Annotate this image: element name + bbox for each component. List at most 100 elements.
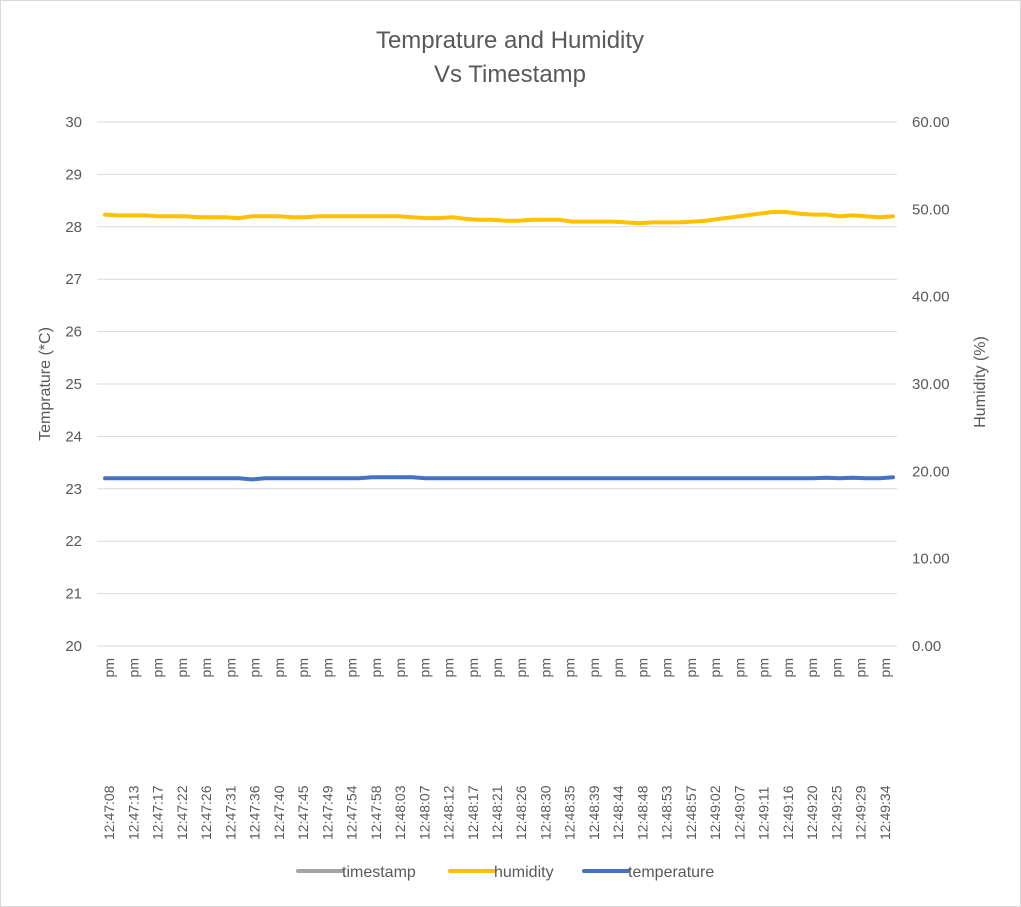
x-tick-label: 12:49:34 [877, 785, 893, 840]
x-tick-label: pm [804, 658, 820, 677]
right-tick-label: 40.00 [912, 289, 950, 306]
x-tick-label: pm [877, 658, 893, 677]
x-tick-label: 12:49:20 [804, 785, 820, 840]
x-tick-label: 12:47:58 [368, 785, 384, 840]
x-tick-label: 12:47:40 [271, 785, 287, 840]
x-tick-label: pm [731, 658, 747, 677]
x-tick-label: 12:48:12 [441, 785, 457, 840]
x-tick-label: pm [659, 658, 675, 677]
series-lines [103, 210, 895, 482]
x-tick-label: pm [441, 658, 457, 677]
x-tick-label: 12:49:29 [853, 785, 869, 840]
x-tick-label: pm [101, 658, 117, 677]
x-tick-label: pm [756, 658, 772, 677]
legend-label-temperature: temperature [628, 864, 714, 881]
x-tick-label: pm [368, 658, 384, 677]
x-tick-label: 12:48:39 [586, 785, 602, 840]
x-tick-label: 12:49:02 [707, 785, 723, 840]
x-tick-label: pm [489, 658, 505, 677]
x-tick-label: pm [295, 658, 311, 677]
left-tick-label: 27 [65, 271, 82, 288]
x-tick-label: pm [465, 658, 481, 677]
right-tick-label: 60.00 [912, 114, 950, 131]
left-axis-title: Temprature (*C) [37, 327, 54, 441]
left-tick-label: 28 [65, 219, 82, 236]
x-tick-label: 12:48:35 [562, 785, 578, 840]
x-tick-label: 12:48:57 [683, 785, 699, 840]
legend-label-humidity: humidity [494, 864, 554, 881]
x-tick-label: 12:49:25 [828, 785, 844, 840]
x-tick-label: 12:47:49 [319, 785, 335, 840]
chart-title-line2: Vs Timestamp [434, 61, 586, 88]
x-tick-label: pm [198, 658, 214, 677]
x-tick-label: 12:47:08 [101, 785, 117, 840]
x-tick-label: pm [634, 658, 650, 677]
x-tick-label: 12:47:26 [198, 785, 214, 840]
right-tick-label: 50.00 [912, 201, 950, 218]
left-tick-label: 22 [65, 533, 82, 550]
temperature-line [103, 475, 895, 482]
x-tick-label: 12:49:11 [756, 786, 772, 840]
x-tick-label: pm [828, 658, 844, 677]
x-tick-label: pm [586, 658, 602, 677]
x-tick-label: 12:48:48 [634, 785, 650, 840]
right-axis-ticks: 0.00 10.00 20.00 30.00 40.00 50.00 60.00 [912, 114, 950, 655]
left-tick-label: 29 [65, 166, 82, 183]
x-tick-label: 12:48:17 [465, 785, 481, 840]
x-tick-label: pm [125, 658, 141, 677]
left-tick-label: 20 [65, 638, 82, 655]
left-axis-ticks: 20 21 22 23 24 25 26 27 28 29 30 [65, 114, 82, 655]
x-tick-label: 12:48:21 [489, 785, 505, 840]
x-tick-label: pm [537, 658, 553, 677]
x-tick-label: 12:48:30 [537, 785, 553, 840]
right-tick-label: 10.00 [912, 551, 950, 568]
right-tick-label: 30.00 [912, 376, 950, 393]
x-tick-label: 12:48:44 [610, 785, 626, 840]
left-tick-label: 23 [65, 481, 82, 498]
x-tick-label: 12:47:17 [150, 785, 166, 840]
x-tick-label: pm [562, 658, 578, 677]
legend: timestamp humidity temperature [296, 864, 714, 881]
x-tick-label: pm [344, 658, 360, 677]
x-axis-ticks: pm 12:47:08 pm 12:47:13 pm 12:47:17 pm 12:47:22… [101, 658, 893, 840]
x-tick-label: 12:47:36 [247, 785, 263, 840]
left-tick-label: 30 [65, 114, 82, 131]
x-tick-label: pm [780, 658, 796, 677]
left-tick-label: 26 [65, 324, 82, 341]
chart-title-line1: Temprature and Humidity [376, 27, 644, 54]
x-tick-label: pm [319, 658, 335, 677]
x-tick-label: 12:48:53 [659, 785, 675, 840]
x-tick-label: pm [222, 658, 238, 677]
x-tick-label: pm [707, 658, 723, 677]
x-tick-label: pm [416, 658, 432, 677]
x-tick-label: 12:47:45 [295, 785, 311, 840]
x-tick-label: 12:48:26 [513, 785, 529, 840]
x-tick-label: pm [853, 658, 869, 677]
right-tick-label: 0.00 [912, 638, 941, 655]
x-tick-label: pm [683, 658, 699, 677]
x-tick-label: 12:47:31 [222, 785, 238, 840]
x-tick-label: pm [271, 658, 287, 677]
humidity-line [103, 210, 895, 226]
x-tick-label: 12:47:54 [344, 785, 360, 840]
x-tick-label: pm [247, 658, 263, 677]
x-tick-label: pm [610, 658, 626, 677]
x-tick-label: pm [150, 658, 166, 677]
x-tick-label: 12:48:07 [416, 785, 432, 840]
left-tick-label: 21 [65, 586, 82, 603]
x-tick-label: pm [174, 658, 190, 677]
left-tick-label: 25 [65, 376, 82, 393]
x-tick-label: 12:47:22 [174, 785, 190, 840]
x-tick-label: 12:48:03 [392, 785, 408, 840]
left-tick-label: 24 [65, 428, 82, 445]
x-tick-label: pm [513, 658, 529, 677]
legend-label-timestamp: timestamp [342, 864, 416, 881]
x-tick-label: 12:47:13 [125, 785, 141, 840]
x-tick-label: 12:49:07 [731, 785, 747, 840]
gridlines [97, 121, 897, 647]
x-tick-label: 12:49:16 [780, 785, 796, 840]
right-tick-label: 20.00 [912, 463, 950, 480]
right-axis-title: Humidity (%) [972, 336, 989, 428]
